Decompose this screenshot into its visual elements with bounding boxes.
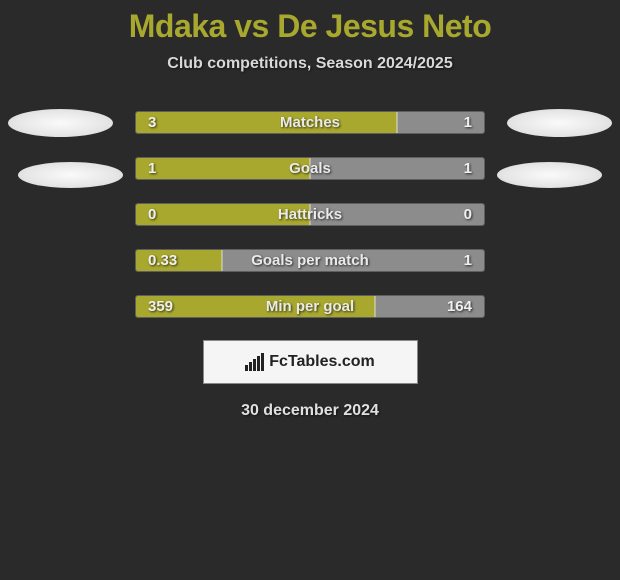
stat-row: 00Hattricks: [135, 203, 485, 226]
brand-chart-icon: [245, 353, 265, 371]
player-left-avatar: [8, 109, 113, 137]
bar-left: [136, 112, 397, 133]
player-left-avatar-2: [18, 162, 123, 188]
bar-left: [136, 158, 310, 179]
date-label: 30 december 2024: [241, 402, 379, 420]
bar-left: [136, 296, 375, 317]
bar-right: [310, 204, 484, 225]
stat-row: 31Matches: [135, 111, 485, 134]
bar-right: [310, 158, 484, 179]
stat-row: 359164Min per goal: [135, 295, 485, 318]
bar-left: [136, 204, 310, 225]
subtitle: Club competitions, Season 2024/2025: [167, 55, 452, 73]
player-right-avatar: [507, 109, 612, 137]
bar-right: [375, 296, 484, 317]
player-right-avatar-2: [497, 162, 602, 188]
comparison-chart: 31Matches 11Goals 00Hattricks 0.331Goals pe…: [0, 111, 620, 318]
bar-left: [136, 250, 222, 271]
bar-right: [222, 250, 484, 271]
brand-badge: FcTables.com: [203, 340, 418, 384]
bar-right: [397, 112, 484, 133]
stat-row: 11Goals: [135, 157, 485, 180]
stat-row: 0.331Goals per match: [135, 249, 485, 272]
page-title: Mdaka vs De Jesus Neto: [129, 8, 492, 45]
brand-text: FcTables.com: [269, 353, 375, 371]
